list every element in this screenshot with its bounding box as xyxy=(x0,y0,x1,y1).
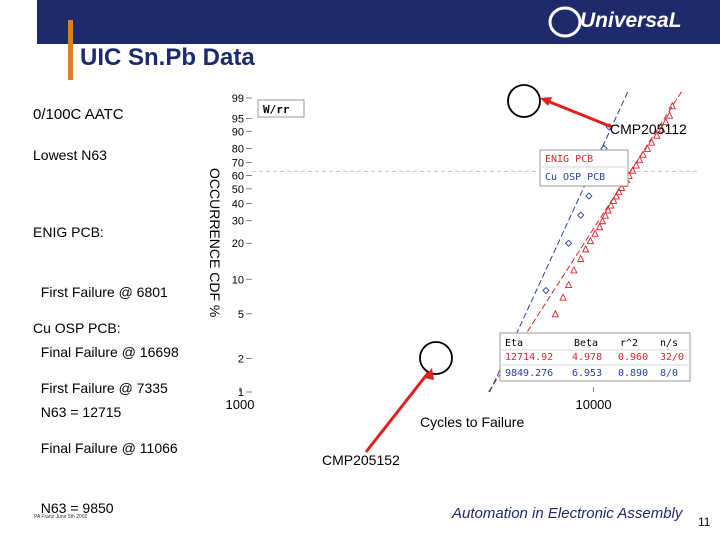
data-point-enig xyxy=(559,293,567,301)
data-point-enig xyxy=(653,131,661,139)
data-point-enig xyxy=(662,117,670,126)
data-point-enig xyxy=(635,155,644,164)
data-point-enig xyxy=(604,205,612,214)
aatc-label: 0/100C AATC xyxy=(33,106,124,123)
enig-line: N63 = 12715 xyxy=(33,404,122,420)
data-point-enig xyxy=(551,309,560,318)
y-tick-label: 40 xyxy=(232,199,244,211)
data-point-enig xyxy=(598,216,607,225)
data-point-enig xyxy=(612,191,621,200)
legend-osp: Cu OSP PCB xyxy=(545,172,605,183)
accent-bar xyxy=(68,20,73,80)
y-tick-label: 99 xyxy=(232,93,244,105)
table-cell: 0.890 xyxy=(618,368,648,379)
x-tick-label: 10000 xyxy=(575,397,611,412)
y-tick-label: 1 xyxy=(238,387,244,399)
y-tick-label: 30 xyxy=(232,216,244,228)
data-point-enig xyxy=(628,166,637,174)
table-header: n/s xyxy=(660,338,678,349)
y-axis-label: OCCURRENCE CDF % xyxy=(207,168,223,317)
y-tick-label: 90 xyxy=(232,126,244,138)
y-tick-label: 2 xyxy=(238,353,244,365)
data-point-osp xyxy=(585,192,593,200)
callout-arrowhead-top xyxy=(540,97,552,106)
data-point-enig xyxy=(564,280,573,289)
table-cell: 6.953 xyxy=(572,368,602,379)
data-point-enig xyxy=(607,201,615,209)
data-point-enig xyxy=(647,138,656,146)
callout-top-label: CMP205112 xyxy=(610,121,687,137)
lowest-label: Lowest N63 xyxy=(33,147,107,163)
enig-block: ENIG PCB: First Failure @ 6801 Final Fai… xyxy=(33,182,179,442)
page-number: 11 xyxy=(698,515,711,529)
y-tick-label: 10 xyxy=(232,274,244,286)
data-point-enig xyxy=(632,161,640,169)
data-point-enig xyxy=(639,150,647,158)
table-cell: 4.978 xyxy=(572,352,602,363)
method-label: W/rr xyxy=(263,103,290,116)
osp-line: N63 = 9850 xyxy=(33,500,114,516)
osp-line: Final Failure @ 11066 xyxy=(33,440,178,456)
callout-arrow-bottom xyxy=(364,372,430,453)
osp-line: Cu OSP PCB: xyxy=(33,320,121,336)
data-point-enig xyxy=(668,101,677,110)
header-bar xyxy=(37,0,720,44)
y-tick-label: 80 xyxy=(232,143,244,155)
data-point-enig xyxy=(586,236,595,245)
data-point-enig xyxy=(591,229,599,237)
data-point-osp xyxy=(564,239,573,247)
data-point-enig xyxy=(577,254,585,262)
table-header: r^2 xyxy=(620,338,638,349)
page-title: UIC Sn.Pb Data xyxy=(80,44,255,71)
legend-enig: ENIG PCB xyxy=(545,154,593,165)
y-tick-label: 50 xyxy=(232,184,244,196)
data-point-osp xyxy=(542,286,550,295)
y-tick-label: 70 xyxy=(232,157,244,169)
data-point-enig xyxy=(570,265,578,274)
y-tick-label: 95 xyxy=(232,114,244,126)
table-cell: 0.960 xyxy=(618,352,648,363)
x-axis-label: Cycles to Failure xyxy=(420,414,524,430)
data-point-enig xyxy=(601,211,610,219)
enig-line: Final Failure @ 16698 xyxy=(33,344,179,360)
logo: UniversaL xyxy=(580,9,682,32)
data-point-enig xyxy=(617,183,626,191)
y-tick-label: 20 xyxy=(232,238,244,250)
table-cell: 32/0 xyxy=(660,352,684,363)
callout-arrow-top xyxy=(544,98,613,129)
footer-tagline: Automation in Electronic Assembly xyxy=(452,505,683,522)
callout-circle-top xyxy=(507,84,541,118)
callout-arrowhead-bottom xyxy=(424,368,434,380)
data-point-enig xyxy=(595,222,604,231)
table-cell: 12714.92 xyxy=(505,352,553,363)
fit-table xyxy=(499,332,691,382)
callout-circle-bottom xyxy=(419,341,453,375)
data-point-enig xyxy=(609,196,618,204)
enig-line: ENIG PCB: xyxy=(33,224,104,240)
data-point-enig xyxy=(615,187,623,196)
legend-box xyxy=(539,149,629,187)
osp-block: Cu OSP PCB: First Failure @ 7335 Final F… xyxy=(33,278,178,538)
x-tick-label: 1000 xyxy=(226,397,255,412)
y-tick-label: 60 xyxy=(232,170,244,182)
enig-line: First Failure @ 6801 xyxy=(33,284,168,300)
table-header: Eta xyxy=(505,338,523,349)
footer-credit: PA Franz June 5th 2002 xyxy=(34,514,88,520)
table-cell: 8/0 xyxy=(660,368,678,379)
data-point-enig xyxy=(658,125,666,133)
osp-line: First Failure @ 7335 xyxy=(33,380,168,396)
data-point-enig xyxy=(581,244,590,253)
data-point-enig xyxy=(665,111,674,119)
table-cell: 9849.276 xyxy=(505,368,553,379)
y-tick-label: 5 xyxy=(238,309,244,321)
data-point-enig xyxy=(643,144,652,152)
callout-bottom-label: CMP205152 xyxy=(322,452,400,468)
method-box xyxy=(257,99,305,118)
table-header: Beta xyxy=(574,338,598,349)
data-point-osp xyxy=(577,211,585,219)
